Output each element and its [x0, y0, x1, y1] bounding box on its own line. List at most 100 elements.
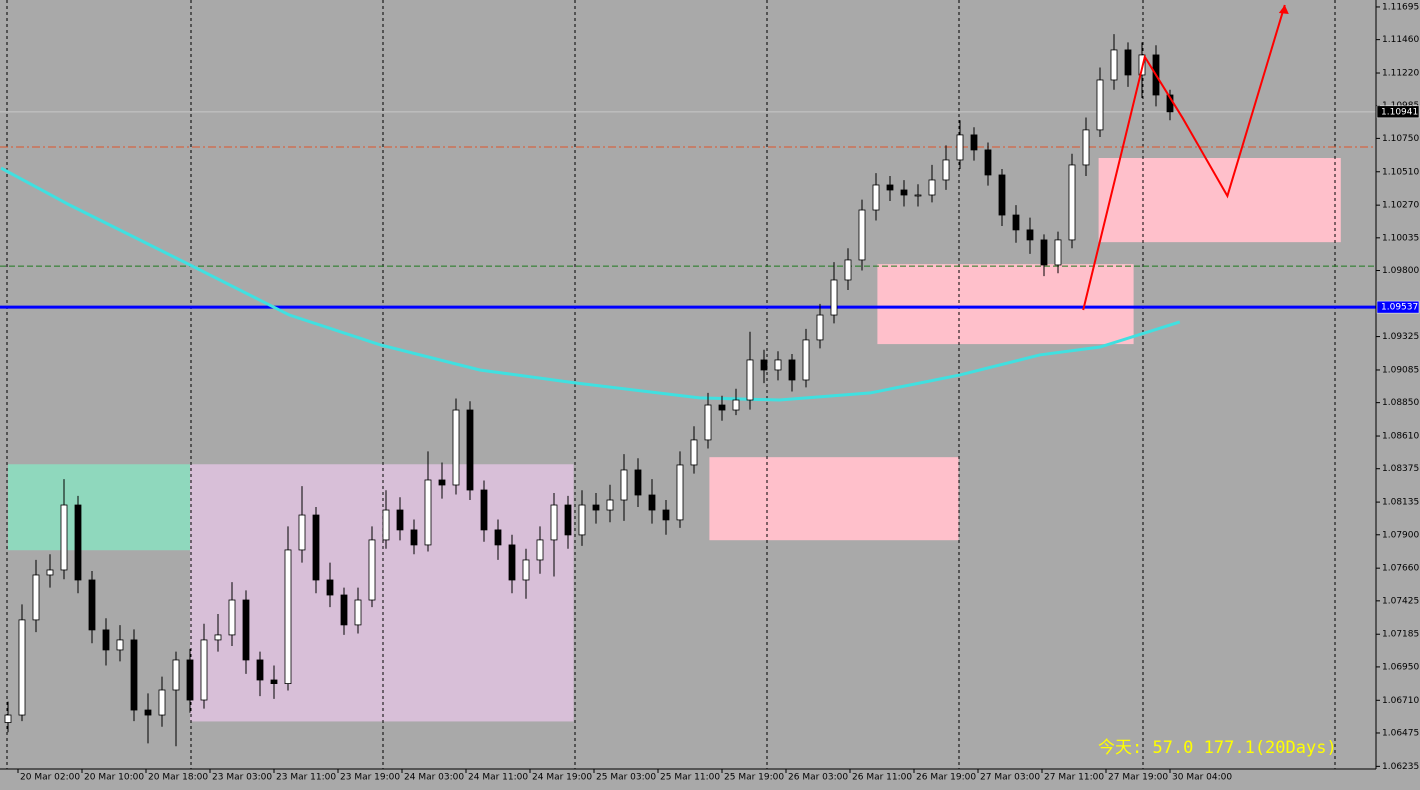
- x-tick-label: 24 Mar 03:00: [404, 773, 464, 783]
- candle-body: [60, 504, 68, 571]
- candle-body: [984, 149, 992, 176]
- candle-body: [508, 544, 516, 581]
- candle-body: [872, 184, 880, 211]
- x-tick-label: 25 Mar 19:00: [724, 773, 784, 783]
- candle-body: [46, 569, 54, 576]
- y-tick-label: 1.08135: [1382, 498, 1419, 508]
- y-tick-label: 1.11220: [1382, 69, 1419, 79]
- price-tag-label: 1.09537: [1381, 303, 1418, 313]
- candle-body: [1054, 239, 1062, 266]
- candle-body: [802, 339, 810, 381]
- candle-body: [438, 479, 446, 486]
- candle-body: [564, 504, 572, 536]
- y-tick-label: 1.09085: [1382, 365, 1419, 375]
- y-tick-label: 1.07185: [1382, 630, 1419, 640]
- day-separators: [6, 0, 1336, 769]
- candle-body: [1026, 229, 1034, 241]
- candle-body: [690, 439, 698, 466]
- candle-body: [788, 359, 796, 381]
- candle-body: [704, 404, 712, 441]
- y-tick-label: 1.11460: [1382, 35, 1419, 45]
- moving-average: [0, 166, 1181, 402]
- candle-body: [326, 579, 334, 596]
- candle-body: [620, 469, 628, 501]
- x-tick-label: 24 Mar 19:00: [532, 773, 592, 783]
- y-tick-label: 1.09325: [1382, 332, 1419, 342]
- candle-body: [998, 174, 1006, 216]
- candle-body: [886, 184, 894, 191]
- price-tag: [1376, 105, 1420, 119]
- candle-body: [1082, 129, 1090, 166]
- candle-body: [4, 714, 12, 723]
- y-tick-label: 1.06710: [1382, 696, 1419, 706]
- candle-body: [900, 189, 908, 196]
- price-tag-label: 1.10941: [1381, 107, 1418, 117]
- candle-body: [270, 679, 278, 685]
- y-tick-label: 1.06475: [1382, 728, 1419, 738]
- candle-body: [928, 179, 936, 196]
- candle-body: [102, 629, 110, 651]
- candle-body: [522, 559, 530, 581]
- candle-body: [200, 639, 208, 701]
- candle-body: [312, 514, 320, 581]
- candle-body: [242, 599, 250, 661]
- x-tick-label: 25 Mar 03:00: [596, 773, 656, 783]
- candle-body: [676, 464, 684, 521]
- candle-body: [256, 659, 264, 681]
- y-tick-label: 1.10510: [1382, 167, 1419, 177]
- x-tick-label: 27 Mar 03:00: [980, 773, 1040, 783]
- candle-body: [214, 634, 222, 641]
- candle-body: [32, 574, 40, 621]
- plot: [0, 4, 1376, 747]
- candle-body: [466, 409, 474, 491]
- candle-body: [284, 549, 292, 685]
- x-tick-label: 20 Mar 10:00: [84, 773, 144, 783]
- candle-body: [452, 409, 460, 486]
- forecast-arrow: [1082, 4, 1286, 311]
- candle-body: [396, 509, 404, 531]
- zone: [8, 464, 190, 551]
- candle-body: [844, 259, 852, 281]
- candle-body: [858, 209, 866, 261]
- x-tick-label: 27 Mar 11:00: [1044, 773, 1104, 783]
- x-tick-label: 23 Mar 19:00: [340, 773, 400, 783]
- candle-body: [1110, 49, 1118, 81]
- candle-body: [172, 659, 180, 691]
- y-tick-label: 1.10270: [1382, 201, 1419, 211]
- info-text: 今天: 57.0 177.1(20Days): [1098, 738, 1337, 758]
- candle-body: [88, 579, 96, 631]
- candle-body: [606, 499, 614, 511]
- candle-body: [956, 134, 964, 161]
- zone: [190, 464, 574, 722]
- candle-body: [732, 399, 740, 411]
- x-tick-label: 26 Mar 03:00: [788, 773, 848, 783]
- candle-body: [382, 509, 390, 541]
- y-tick-label: 1.08850: [1382, 398, 1419, 408]
- candle-body: [662, 509, 670, 521]
- y-tick-label: 1.10750: [1382, 134, 1419, 144]
- candle-body: [634, 469, 642, 496]
- arrow-head: [1278, 5, 1289, 15]
- candle-body: [774, 359, 782, 371]
- y-tick-label: 1.10035: [1382, 233, 1419, 243]
- candle-body: [536, 539, 544, 561]
- candle-body: [830, 279, 838, 316]
- x-tick-label: 26 Mar 11:00: [852, 773, 912, 783]
- candle-body: [74, 504, 82, 581]
- x-tick-label: 20 Mar 02:00: [20, 773, 80, 783]
- candle-body: [18, 619, 26, 716]
- candle-body: [1124, 49, 1132, 76]
- x-tick-label: 23 Mar 11:00: [276, 773, 336, 783]
- candle-body: [130, 639, 138, 711]
- candle-body: [592, 504, 600, 511]
- candle-body: [298, 514, 306, 551]
- candle-body: [186, 659, 194, 701]
- candle-body: [914, 194, 922, 197]
- candle-body: [746, 359, 754, 401]
- y-tick-label: 1.08375: [1382, 464, 1419, 474]
- candle-body: [760, 359, 768, 371]
- y-tick-label: 1.06235: [1382, 762, 1419, 772]
- candle-body: [410, 529, 418, 546]
- candle-body: [718, 404, 726, 411]
